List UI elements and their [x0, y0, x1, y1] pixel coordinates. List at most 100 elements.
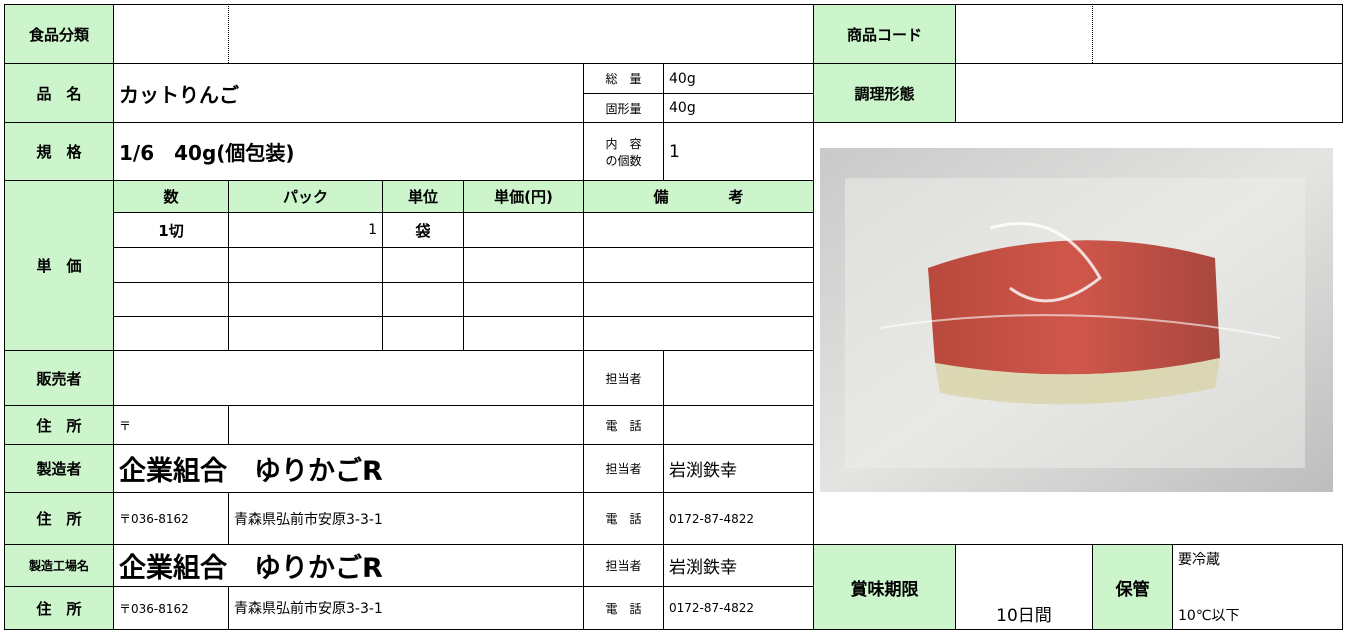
- table-cell: [583, 247, 814, 283]
- cell-text: 数: [163, 188, 179, 206]
- cell-text: 電 話: [605, 512, 642, 526]
- table-cell: [113, 282, 229, 317]
- cell-text: 要冷蔵: [1178, 552, 1220, 568]
- cell-text: 10日間: [996, 606, 1052, 626]
- table-cell: [113, 4, 814, 64]
- cell-text: 青森県弘前市安原3-3-1: [234, 511, 383, 528]
- cell-text: 0172-87-4822: [669, 601, 755, 615]
- cell-text: 住 所: [36, 599, 82, 618]
- cell-text: 〒: [119, 418, 132, 433]
- cell-text: 製造工場名: [28, 559, 89, 573]
- table-cell: 販売者: [4, 350, 114, 406]
- cell-text: 〒036-8162: [119, 601, 189, 616]
- table-cell: [463, 316, 584, 351]
- cell-text: 電 話: [605, 418, 642, 433]
- table-cell: 担当者: [583, 544, 664, 587]
- table-cell: 10日間: [955, 544, 1093, 630]
- table-cell: 固形量: [583, 93, 664, 123]
- table-cell: 袋: [382, 212, 464, 248]
- cell-text: 企業組合 ゆりかごR: [119, 553, 383, 584]
- table-cell: [663, 350, 814, 406]
- cell-text: 製造者: [36, 460, 82, 478]
- table-cell: 数: [113, 180, 229, 213]
- table-cell: 製造者: [4, 444, 114, 493]
- table-cell: 品 名: [4, 63, 114, 123]
- table-cell: [583, 282, 814, 317]
- cell-text: 住 所: [36, 510, 82, 528]
- cell-text: 岩渕鉄幸: [669, 558, 737, 578]
- table-cell: [583, 212, 814, 248]
- table-cell: パック: [228, 180, 383, 213]
- product-photo: [820, 148, 1333, 492]
- table-cell: 電 話: [583, 586, 664, 630]
- cell-text: 40g: [669, 70, 696, 87]
- cell-text: 単 価: [36, 257, 82, 275]
- cell-text: 1: [669, 141, 680, 162]
- cell-text: 住 所: [36, 416, 82, 435]
- table-cell: 規 格: [4, 122, 114, 181]
- cell-text: 岩渕鉄幸: [669, 461, 737, 481]
- cell-text: 担当者: [605, 371, 642, 386]
- cell-text: 担当者: [605, 462, 642, 476]
- table-cell: 調理形態: [813, 63, 956, 123]
- table-cell: [113, 350, 584, 406]
- table-cell: [463, 247, 584, 283]
- table-cell: 単位: [382, 180, 464, 213]
- table-cell: 住 所: [4, 586, 114, 630]
- cell-text: 保管: [1115, 579, 1150, 600]
- cell-text: 食品分類: [28, 25, 89, 44]
- table-cell: [113, 247, 229, 283]
- cell-text: 40g: [669, 100, 696, 116]
- cell-text: 袋: [415, 221, 431, 240]
- table-cell: 担当者: [583, 444, 664, 493]
- cell-text: 備 考: [653, 188, 744, 206]
- table-cell: 青森県弘前市安原3-3-1: [228, 492, 584, 545]
- cell-text: 0172-87-4822: [669, 511, 755, 526]
- cell-text: パック: [282, 188, 328, 206]
- table-cell: [382, 247, 464, 283]
- table-cell: [113, 316, 229, 351]
- cell-text: 賞味期限: [850, 579, 919, 600]
- table-cell: 1: [663, 122, 814, 181]
- table-cell: 〒036-8162: [113, 586, 229, 630]
- cell-text: 青森県弘前市安原3-3-1: [234, 601, 383, 617]
- table-cell: 住 所: [4, 492, 114, 545]
- cell-text: 商品コード: [846, 25, 922, 44]
- table-cell: 40g: [663, 93, 814, 123]
- cell-text: 販売者: [36, 369, 82, 388]
- table-cell: 総 量: [583, 63, 664, 94]
- table-cell: [382, 282, 464, 317]
- table-cell: カットりんご: [113, 63, 584, 123]
- table-cell: [463, 212, 584, 248]
- table-cell: 電 話: [583, 492, 664, 545]
- cell-text: 内 容: [605, 136, 642, 151]
- table-cell: 賞味期限: [813, 544, 956, 630]
- table-cell: [228, 316, 383, 351]
- table-cell: 〒036-8162: [113, 492, 229, 545]
- cell-text: 単価(円): [494, 188, 553, 206]
- table-cell: 商品コード: [813, 4, 956, 64]
- divider: [228, 4, 229, 63]
- table-cell: 〒: [113, 405, 229, 445]
- table-cell: [228, 282, 383, 317]
- table-cell: [228, 247, 383, 283]
- table-cell: [382, 316, 464, 351]
- table-cell: 0172-87-4822: [663, 586, 814, 630]
- table-cell: 企業組合 ゆりかごR: [113, 444, 584, 493]
- cell-text: 1切: [158, 221, 184, 240]
- table-cell: 備 考: [583, 180, 814, 213]
- table-cell: [583, 316, 814, 351]
- table-cell: 1/6 40g(個包装): [113, 122, 584, 181]
- table-cell: 担当者: [583, 350, 664, 406]
- divider: [1092, 4, 1093, 63]
- table-cell: 1: [228, 212, 383, 248]
- table-cell: 食品分類: [4, 4, 114, 64]
- cell-text: 10℃以下: [1178, 608, 1240, 624]
- table-cell: 岩渕鉄幸: [663, 544, 814, 587]
- table-cell: 保管: [1092, 544, 1173, 630]
- cell-text: 電 話: [605, 601, 642, 616]
- cell-text: 1: [368, 222, 377, 238]
- cell-text: の個数: [605, 153, 642, 168]
- cell-text: 企業組合 ゆりかごR: [119, 456, 383, 487]
